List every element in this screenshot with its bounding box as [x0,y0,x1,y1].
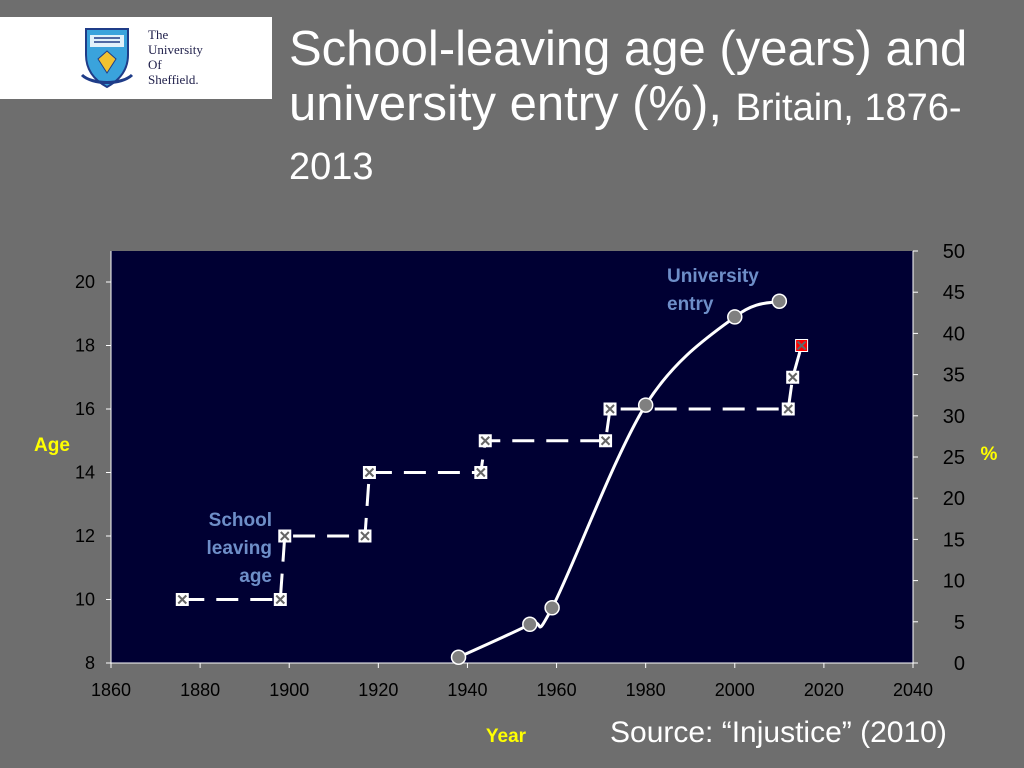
x-tick-label: 1900 [269,680,309,700]
logo-wordmark: The University Of Sheffield. [148,27,203,87]
source-citation: Source: “Injustice” (2010) [610,716,947,749]
logo-line: The [148,27,169,42]
university-entry-point [544,600,560,616]
y-tick-label-right: 20 [943,488,965,510]
slide-title: School-leaving age (years) and universit… [289,22,1009,195]
y-tick-label-right: 35 [943,365,965,387]
x-tick-label: 1880 [180,680,220,700]
series-label-university-entry: University [667,266,759,287]
x-tick-label: 1920 [358,680,398,700]
school-leaving-age-point-cross [605,404,615,414]
school-leaving-age-point-cross [177,594,187,605]
x-tick-label: 2000 [715,680,755,700]
y-tick-label-left: 18 [75,336,95,356]
x-tick-label: 2040 [893,680,933,700]
logo-line: Sheffield. [148,72,199,87]
school-leaving-age-point-cross [360,531,370,541]
logo-line: University [148,42,203,57]
slide-title-main: School-leaving age (years) and universit… [289,22,968,131]
x-tick-label: 1940 [447,680,487,700]
y-tick-label-right: 10 [943,571,965,593]
x-tick-label: 1860 [91,680,131,700]
y-tick-label-left: 16 [75,399,95,419]
plot-area [111,251,913,663]
y-tick-label-right: 15 [943,529,965,551]
university-entry-point [522,616,538,633]
y-tick-label-left: 14 [75,463,95,483]
x-tick-label: 2020 [804,680,844,700]
y-tick-label-right: 5 [954,612,965,634]
y-axis-label-right: % [981,444,998,465]
school-leaving-age-point-cross [280,531,290,541]
y-tick-label-right: 50 [943,241,965,263]
series-label-school-leaving-age: age [239,566,272,587]
y-tick-label-right: 40 [943,323,965,345]
y-tick-label-left: 8 [85,653,95,673]
y-tick-label-left: 12 [75,526,95,546]
y-tick-label-right: 30 [943,406,965,428]
y-tick-label-right: 45 [943,282,965,304]
series-label-school-leaving-age: School [209,510,272,531]
university-entry-point [450,649,467,665]
school-leaving-age-point-cross [364,467,375,478]
school-leaving-age-point-cross [476,467,486,478]
university-entry-point [727,309,743,325]
y-tick-label-left: 10 [75,590,95,610]
school-leaving-age-point-cross [480,436,490,446]
series-label-school-leaving-age: leaving [207,538,272,559]
x-tick-label: 1960 [537,680,577,700]
logo-line: Of [148,57,162,72]
series-label-university-entry: entry [667,294,714,315]
university-entry-point [637,397,654,413]
school-leaving-age-point-cross [275,594,286,605]
university-logo: The University Of Sheffield. [0,17,272,99]
school-leaving-age-point-cross [600,436,611,446]
y-axis-label-left: Age [34,435,70,456]
school-leaving-age-point-cross [796,340,807,351]
university-entry-point [771,293,788,310]
school-leaving-age-point-cross [787,372,798,382]
y-tick-label-right: 25 [943,447,965,469]
y-tick-label-left: 20 [75,272,95,292]
slide-title-sub: Britain, 1876-2013 [289,87,962,188]
school-leaving-age-point-cross [783,404,793,414]
y-tick-label-right: 0 [954,653,965,675]
x-tick-label: 1980 [626,680,666,700]
crest-icon [80,28,134,89]
x-axis-label: Year [486,726,527,747]
